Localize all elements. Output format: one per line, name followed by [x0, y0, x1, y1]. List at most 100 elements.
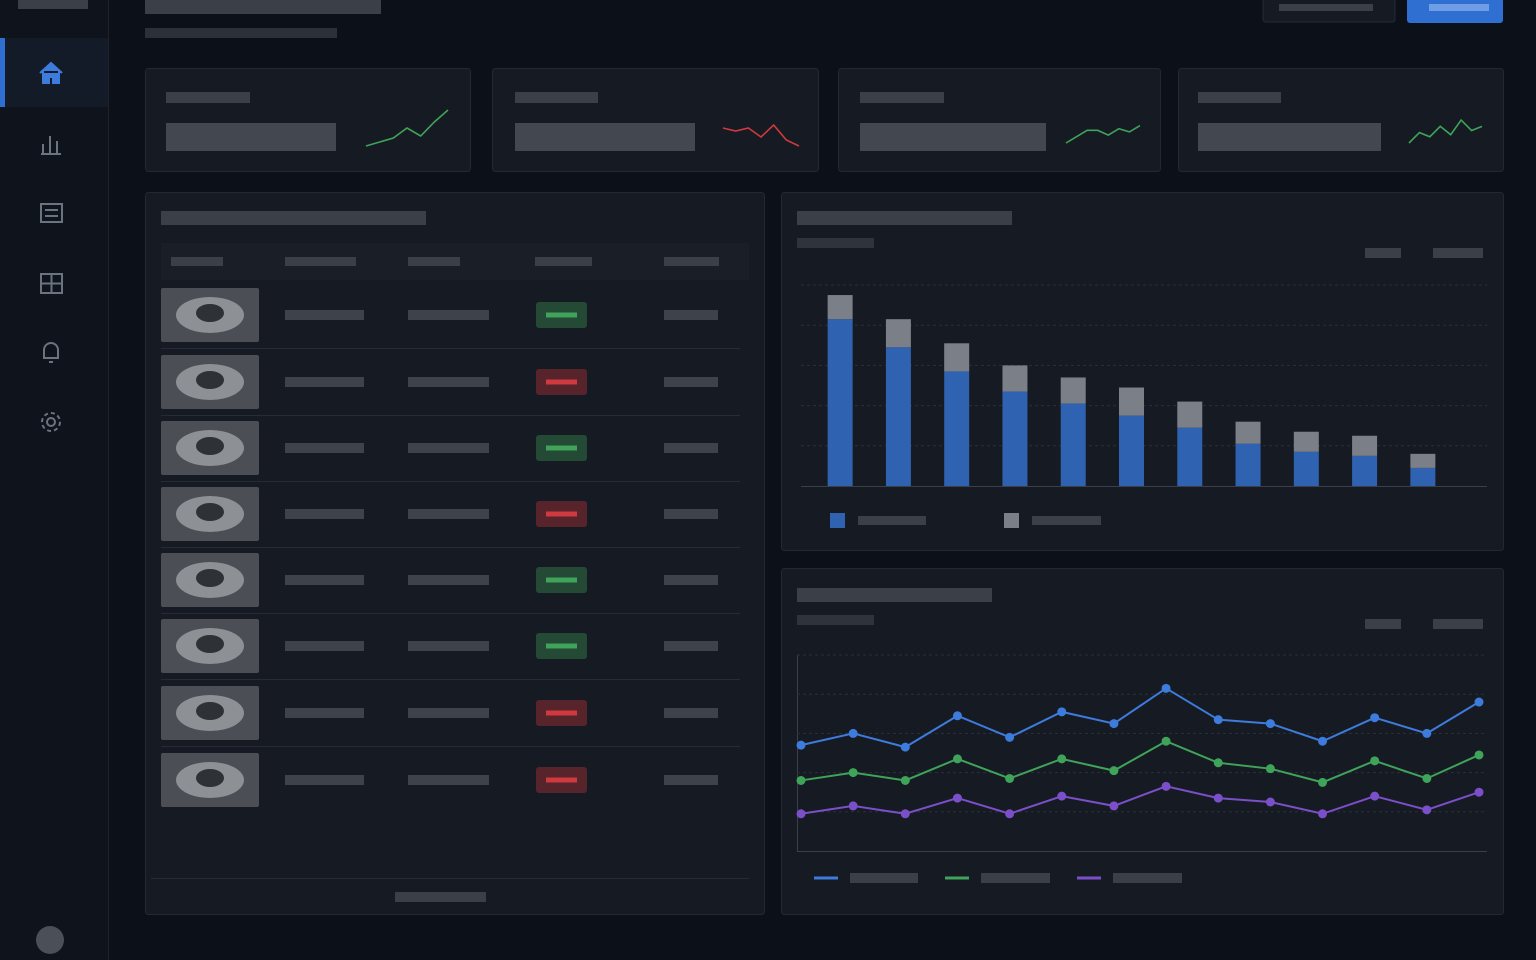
series-line — [800, 740, 1480, 784]
kpi-label — [860, 92, 944, 103]
bar-segment — [1177, 427, 1203, 486]
kpi-label — [166, 92, 250, 103]
settings-icon[interactable] — [41, 412, 61, 432]
data-point — [1213, 793, 1223, 803]
bell-icon[interactable] — [43, 342, 59, 363]
kpi-card — [1178, 68, 1504, 172]
data-point — [1265, 719, 1275, 729]
bar-segment — [1235, 443, 1261, 486]
data-point — [1370, 713, 1380, 723]
kpi-card — [838, 68, 1161, 172]
part-hole — [196, 702, 224, 720]
data-point — [848, 768, 858, 778]
bar-segment — [1060, 403, 1086, 486]
chart-icon[interactable] — [41, 136, 61, 155]
data-point — [1474, 750, 1484, 760]
bar-segment — [944, 371, 970, 486]
kpi-value — [1198, 123, 1381, 151]
cell — [285, 509, 364, 519]
list-icon[interactable] — [40, 203, 63, 223]
data-point — [1474, 697, 1484, 707]
sparkline — [365, 109, 449, 147]
header-cell — [408, 257, 460, 266]
page-subtitle — [145, 28, 337, 38]
data-point — [1161, 683, 1171, 693]
series-line — [800, 687, 1480, 749]
data-point — [1370, 756, 1380, 766]
data-point — [1057, 791, 1067, 801]
kpi-value — [515, 123, 695, 151]
cell — [664, 775, 718, 785]
data-point — [1161, 781, 1171, 791]
sidebar — [0, 0, 108, 960]
header-cell — [171, 257, 223, 266]
sparkline — [1065, 124, 1141, 144]
kpi-label — [515, 92, 598, 103]
sparkline — [722, 123, 800, 147]
cell — [285, 443, 364, 453]
chart-filter[interactable] — [1433, 248, 1483, 258]
chart-filter[interactable] — [1365, 619, 1401, 629]
kpi-cards — [145, 68, 1504, 172]
bar-segment — [1119, 387, 1144, 416]
data-point — [796, 775, 806, 785]
cell — [408, 575, 489, 585]
cell — [664, 708, 718, 718]
bar-segment — [1002, 391, 1028, 486]
pagination[interactable] — [395, 892, 486, 902]
legend-swatch — [1004, 513, 1019, 528]
data-point — [1422, 728, 1432, 738]
data-point — [796, 809, 806, 819]
cell — [408, 509, 489, 519]
bar-segment — [827, 295, 853, 320]
bar-segment — [944, 343, 970, 372]
data-point — [1422, 805, 1432, 815]
status-label — [546, 379, 577, 385]
bar-segment — [1177, 401, 1203, 428]
home-icon[interactable] — [39, 61, 63, 84]
nav-active[interactable] — [0, 38, 108, 107]
data-point — [848, 728, 858, 738]
legend-label — [981, 873, 1050, 883]
data-point — [1422, 773, 1432, 783]
data-point — [1109, 766, 1119, 776]
bar-segment — [827, 319, 853, 486]
data-point — [1005, 773, 1015, 783]
data-point — [796, 740, 806, 750]
legend-label — [858, 516, 926, 525]
header-cell — [535, 257, 592, 266]
data-point — [1109, 719, 1119, 729]
data-point — [952, 711, 962, 721]
legend-label — [1032, 516, 1101, 525]
data-point — [848, 801, 858, 811]
data-point — [900, 809, 910, 819]
table-title — [161, 211, 426, 225]
grid-icon[interactable] — [40, 273, 63, 294]
chart-filter[interactable] — [1365, 248, 1401, 258]
header-cell — [664, 257, 719, 266]
legend-swatch — [830, 513, 845, 528]
data-point — [1474, 787, 1484, 797]
cell — [285, 775, 364, 785]
data-point — [1005, 732, 1015, 742]
avatar[interactable] — [36, 926, 64, 954]
kpi-card — [145, 68, 471, 172]
cell — [664, 310, 718, 320]
primary-button[interactable] — [1407, 0, 1503, 23]
bar-segment — [1293, 431, 1319, 452]
bar-segment — [1293, 451, 1319, 486]
part-hole — [196, 437, 224, 455]
cell — [285, 641, 364, 651]
series-line — [800, 785, 1480, 815]
status-label — [546, 577, 577, 583]
data-point — [1005, 809, 1015, 819]
status-label — [546, 643, 577, 649]
part-hole — [196, 635, 224, 653]
table-rows — [161, 288, 740, 807]
status-label — [546, 445, 577, 451]
data-point — [1370, 791, 1380, 801]
cell — [664, 443, 718, 453]
chart-filter[interactable] — [1433, 619, 1483, 629]
bar-segment — [1352, 435, 1378, 456]
